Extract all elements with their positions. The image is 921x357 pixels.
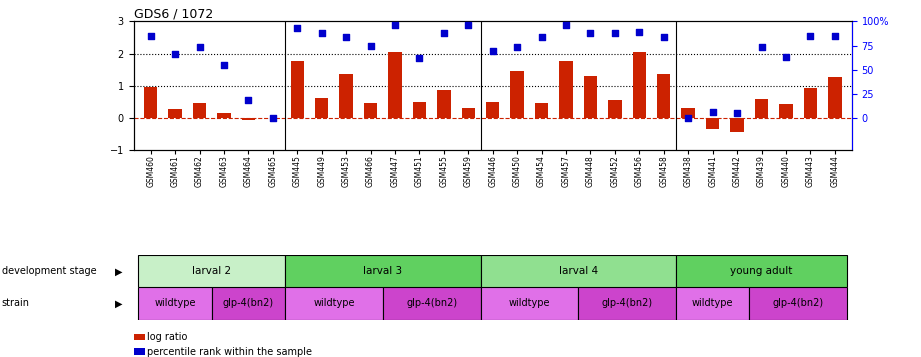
Point [460, 22, 475, 28]
Text: wildtype: wildtype [155, 298, 196, 308]
Text: development stage: development stage [2, 266, 97, 276]
Bar [779, 104, 793, 118]
Bar [383, 287, 481, 320]
Bar [730, 118, 744, 132]
Point [144, 33, 158, 39]
Text: GDS6 / 1072: GDS6 / 1072 [134, 7, 213, 20]
Text: glp-4(bn2): glp-4(bn2) [223, 298, 274, 308]
Bar [510, 71, 524, 118]
Point [388, 22, 402, 28]
Bar [578, 287, 676, 320]
Bar [486, 102, 499, 118]
Point [827, 33, 842, 39]
Text: wildtype: wildtype [313, 298, 355, 308]
Point [559, 22, 574, 28]
Text: log ratio: log ratio [147, 332, 188, 342]
Point [192, 44, 207, 50]
Bar [608, 100, 622, 118]
Text: wildtype: wildtype [508, 298, 550, 308]
Bar [481, 255, 676, 287]
Bar [315, 98, 329, 118]
Bar [584, 76, 597, 118]
Bar [559, 61, 573, 118]
Bar [828, 77, 842, 118]
Point [754, 44, 769, 50]
Point [241, 97, 256, 103]
Point [778, 54, 793, 60]
Bar [705, 118, 719, 129]
Point [339, 35, 354, 40]
Bar [290, 61, 304, 118]
Bar [413, 102, 426, 118]
Point [583, 30, 598, 36]
Point [681, 115, 695, 121]
Bar [750, 287, 847, 320]
Bar [682, 108, 695, 118]
Bar [217, 113, 230, 118]
Bar [241, 118, 255, 120]
Bar [212, 287, 285, 320]
Text: larval 3: larval 3 [363, 266, 402, 276]
Bar [657, 75, 670, 118]
Bar [633, 52, 646, 118]
Bar [364, 104, 378, 118]
Bar [437, 91, 450, 118]
Point [510, 44, 525, 50]
Bar [340, 75, 353, 118]
Point [314, 30, 329, 36]
Bar [138, 255, 285, 287]
Text: larval 2: larval 2 [192, 266, 231, 276]
Text: glp-4(bn2): glp-4(bn2) [773, 298, 823, 308]
Bar [169, 109, 181, 118]
Point [608, 30, 623, 36]
Text: larval 4: larval 4 [559, 266, 598, 276]
Bar [192, 104, 206, 118]
Text: wildtype: wildtype [692, 298, 733, 308]
Text: young adult: young adult [730, 266, 793, 276]
Text: percentile rank within the sample: percentile rank within the sample [147, 347, 312, 357]
Bar [144, 87, 157, 118]
Bar [285, 255, 481, 287]
Bar [804, 88, 817, 118]
Point [705, 109, 720, 115]
Point [216, 62, 231, 68]
Bar [285, 287, 383, 320]
Text: ▶: ▶ [115, 266, 122, 276]
Point [363, 43, 378, 49]
Bar [535, 104, 548, 118]
Point [168, 51, 182, 57]
Point [437, 30, 451, 36]
Bar [676, 287, 750, 320]
Text: strain: strain [2, 298, 29, 308]
Text: glp-4(bn2): glp-4(bn2) [601, 298, 653, 308]
Point [265, 115, 280, 121]
Point [290, 26, 305, 31]
Bar [138, 287, 212, 320]
Point [657, 35, 671, 40]
Text: ▶: ▶ [115, 298, 122, 308]
Bar [389, 52, 402, 118]
Bar [481, 287, 578, 320]
Point [803, 33, 818, 39]
Text: glp-4(bn2): glp-4(bn2) [406, 298, 457, 308]
Bar [676, 255, 847, 287]
Bar [461, 108, 475, 118]
Point [412, 56, 426, 61]
Point [485, 48, 500, 54]
Point [729, 110, 744, 116]
Bar [755, 99, 768, 118]
Point [632, 30, 647, 35]
Point [534, 35, 549, 40]
